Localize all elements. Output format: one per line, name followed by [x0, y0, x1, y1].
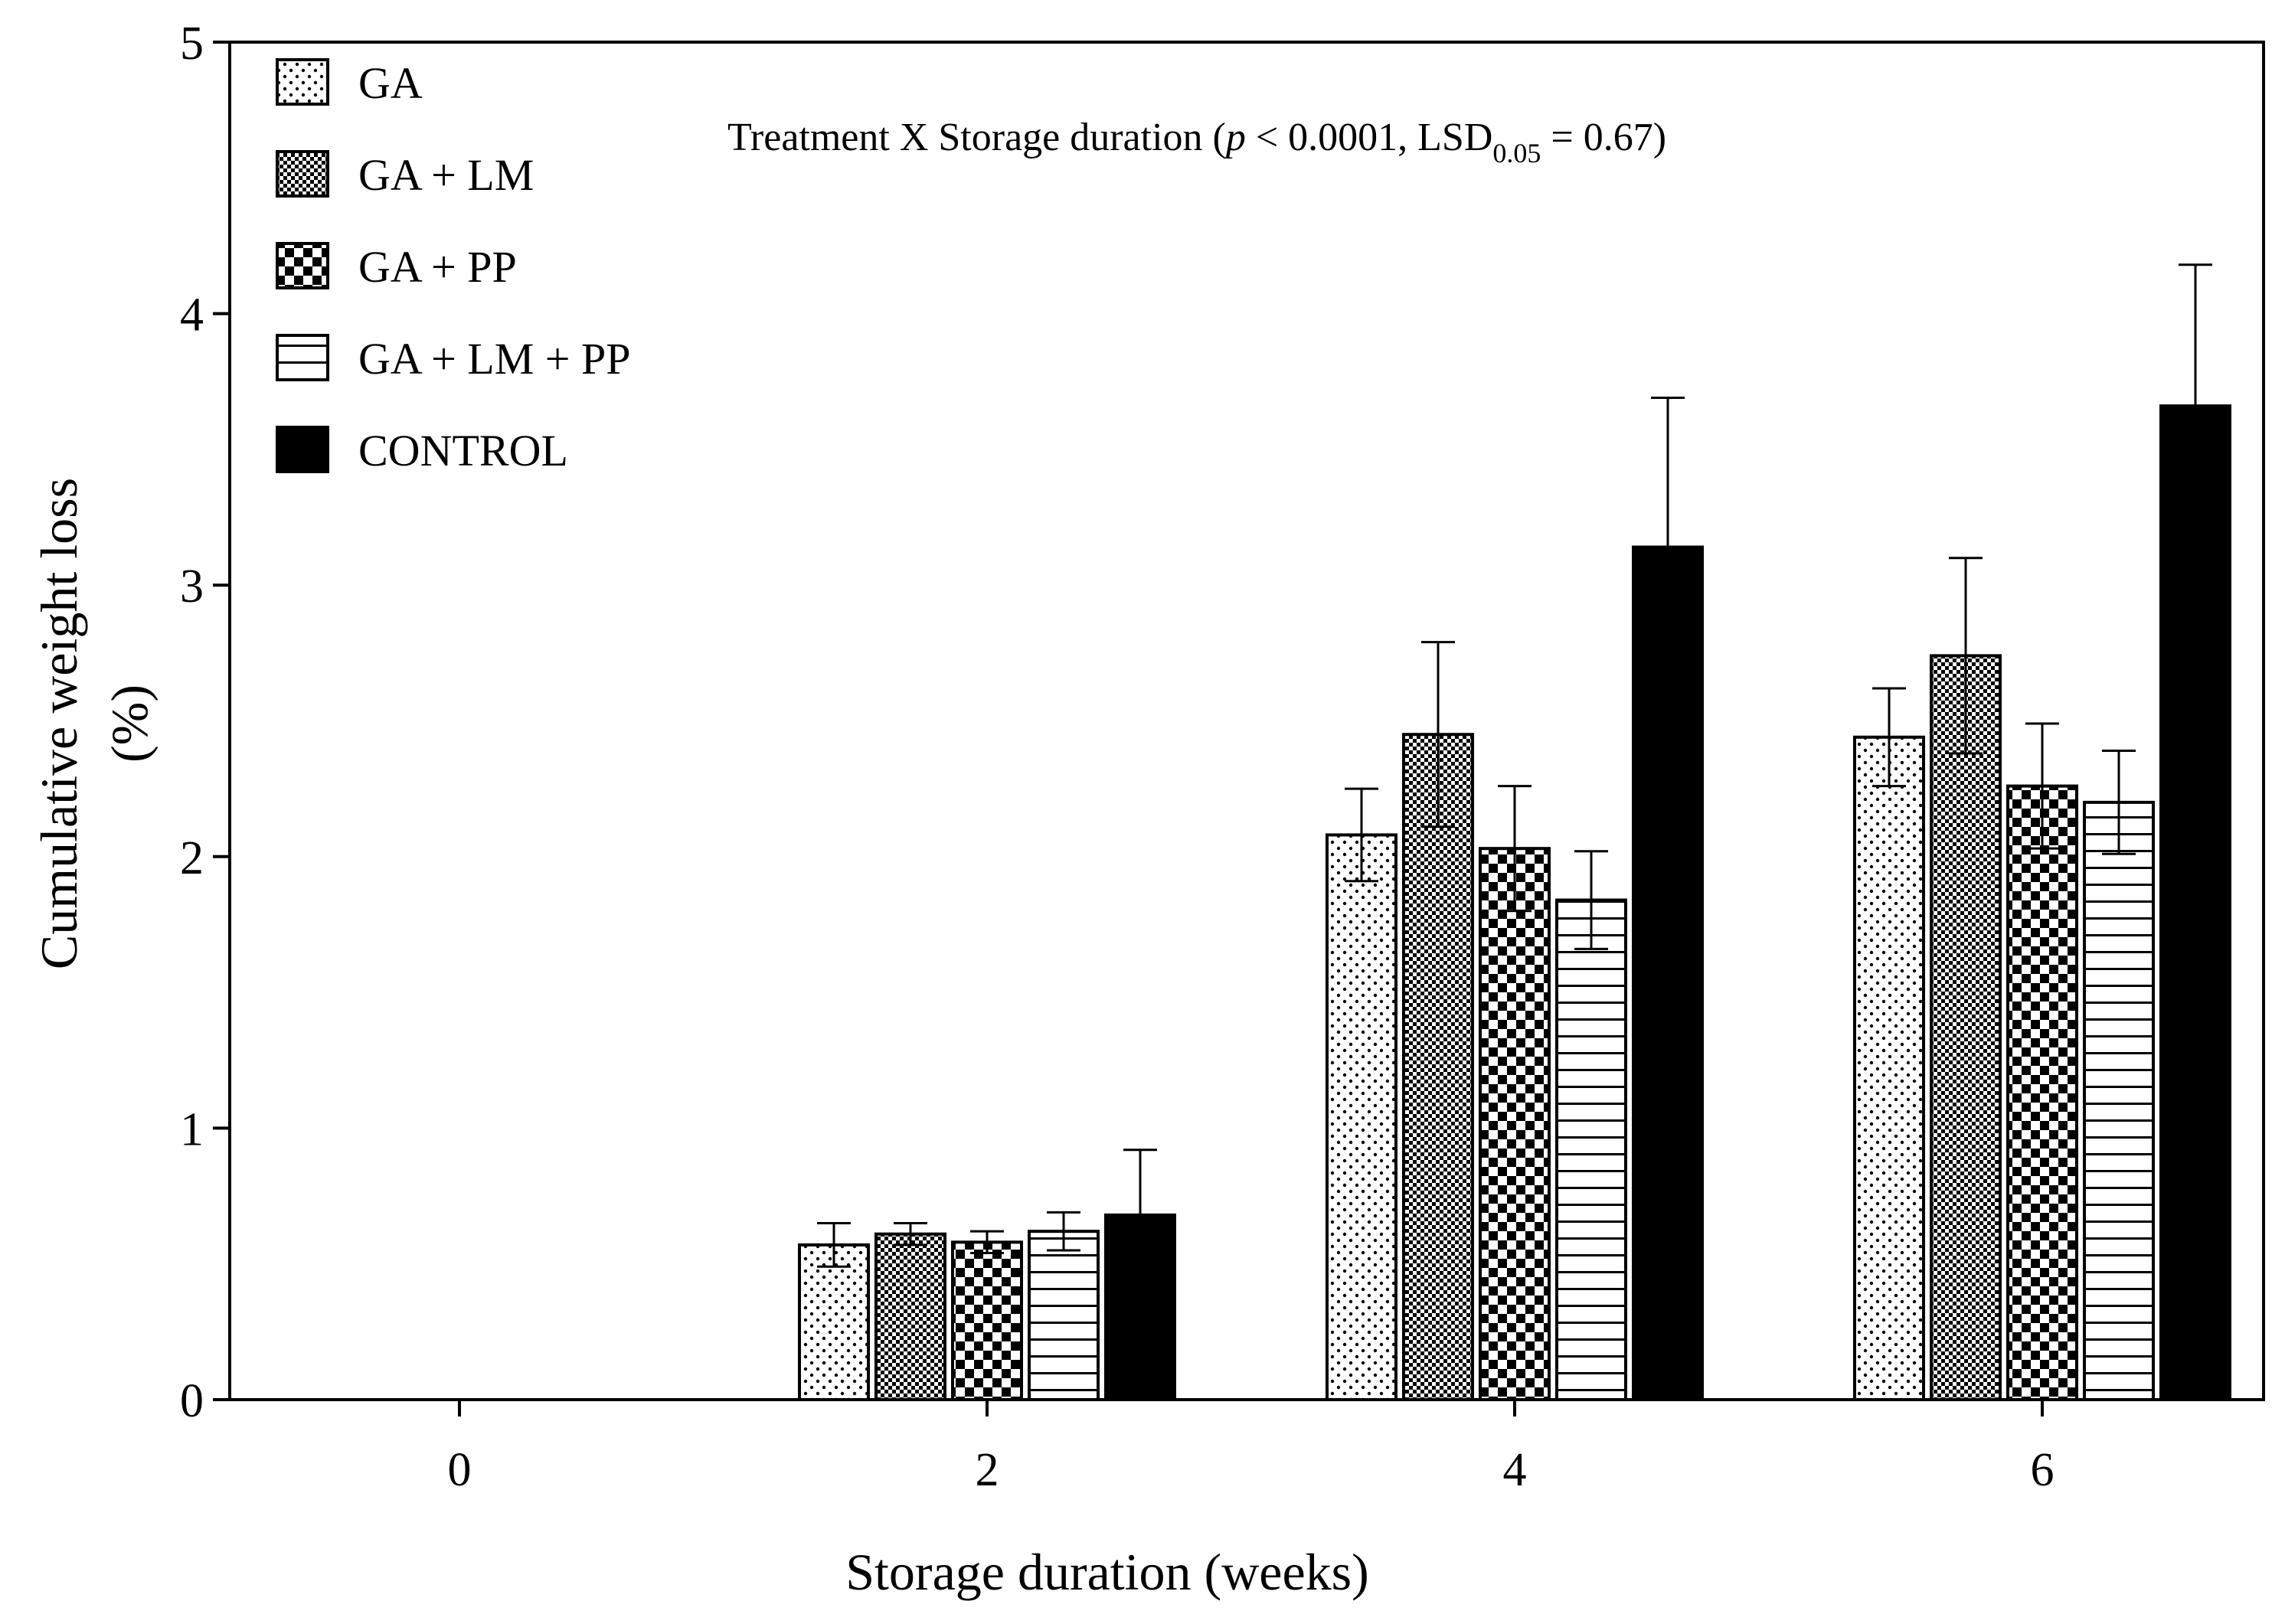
bar-ga-week-4 [1326, 833, 1397, 1401]
legend-label: CONTROL [358, 426, 568, 475]
legend-label: GA [358, 58, 423, 108]
legend-swatch [276, 426, 329, 473]
y-tick-label: 0 [180, 1375, 204, 1427]
bar-ga-pp-week-4 [1479, 847, 1551, 1401]
x-tick-label: 4 [1503, 1444, 1527, 1496]
y-tick-label: 1 [180, 1103, 204, 1155]
annotation-suffix: = 0.67) [1541, 116, 1666, 159]
legend-label: GA + LM [358, 150, 534, 200]
legend-swatch [276, 150, 329, 198]
bar-ga-week-2 [798, 1243, 870, 1402]
bar-ga-lm-pp-week-4 [1555, 898, 1627, 1401]
bar-ga-lm-week-6 [1930, 654, 2002, 1401]
legend-swatch [276, 334, 329, 381]
y-tick-label: 3 [180, 560, 204, 613]
y-axis-title-line1: Cumulative weight loss [30, 478, 88, 969]
annotation-subscript: 0.05 [1492, 138, 1541, 168]
bar-ga-lm-pp-week-2 [1028, 1230, 1100, 1401]
error-bars-layer [817, 263, 2212, 1282]
y-tick-label: 5 [180, 18, 204, 70]
bar-control-week-6 [2159, 404, 2231, 1402]
y-tick-label: 4 [180, 289, 204, 341]
legend-label: GA + LM + PP [358, 334, 631, 384]
axes: 0 1 2 3 4 5 0 2 4 6 [180, 18, 2055, 1496]
legend: GA GA + LM GA + PP GA + LM + PP CONTROL [276, 58, 631, 475]
y-axis-title-line2: (%) [100, 685, 159, 763]
legend-swatch [276, 58, 329, 106]
x-tick-label: 0 [448, 1444, 472, 1496]
bar-ga-lm-week-4 [1402, 733, 1474, 1401]
bar-ga-lm-pp-week-6 [2083, 800, 2155, 1401]
legend-swatch [276, 242, 329, 289]
x-tick-label: 2 [976, 1444, 999, 1496]
bar-ga-pp-week-2 [951, 1240, 1023, 1402]
x-tick-label: 6 [2031, 1444, 2055, 1496]
bars-layer [798, 404, 2231, 1402]
plot-frame [228, 41, 2265, 1401]
stat-annotation: Treatment X Storage duration (p < 0.0001… [727, 116, 1666, 168]
y-tick-label: 2 [180, 832, 204, 884]
annotation-p-symbol: p [1223, 116, 1246, 159]
bar-ga-lm-week-2 [874, 1232, 946, 1401]
bar-ga-week-6 [1853, 735, 1925, 1401]
bar-ga-pp-week-6 [2006, 784, 2078, 1401]
annotation-p-text: < 0.0001, LSD [1246, 116, 1493, 159]
x-axis-title: Storage duration (weeks) [845, 1543, 1369, 1601]
legend-label: GA + PP [358, 242, 517, 292]
annotation-prefix: Treatment X Storage duration ( [727, 116, 1226, 159]
plot-border [228, 41, 2265, 1401]
